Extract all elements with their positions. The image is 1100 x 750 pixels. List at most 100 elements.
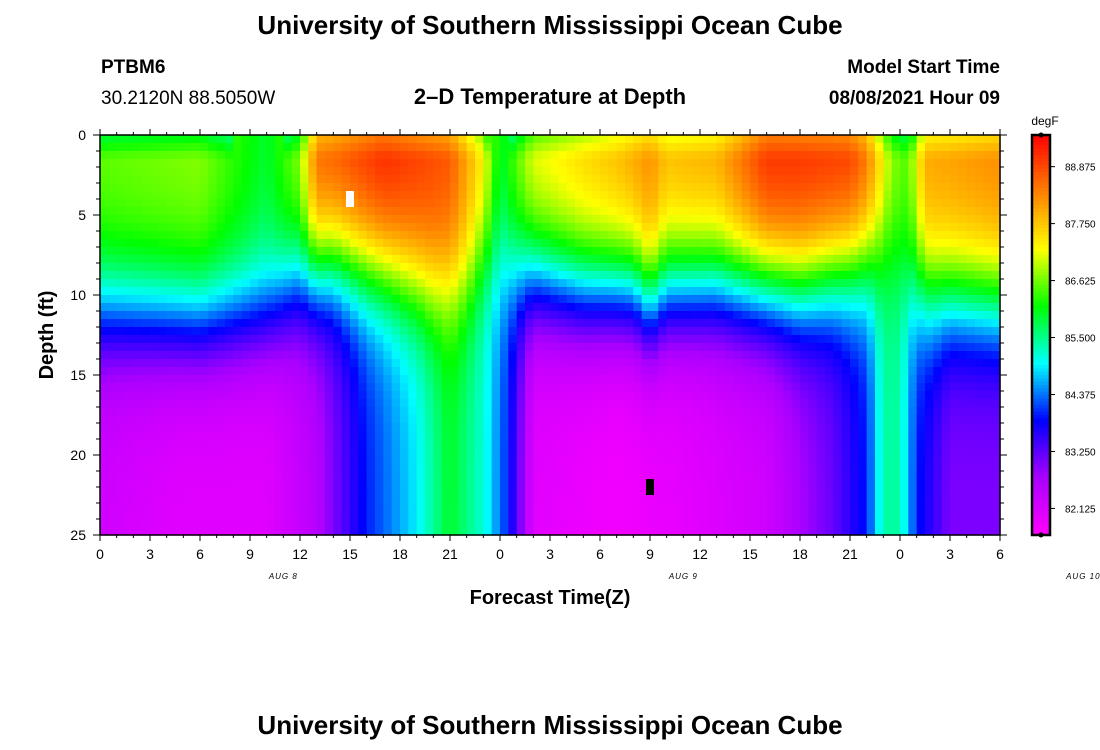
heatmap-cell	[900, 479, 909, 488]
heatmap-cell	[883, 375, 893, 384]
heatmap-cell	[783, 223, 793, 232]
heatmap-cell	[408, 471, 418, 480]
heatmap-cell	[825, 415, 834, 424]
heatmap-cell	[550, 143, 559, 152]
heatmap-cell	[183, 239, 193, 248]
heatmap-cell	[700, 231, 709, 240]
heatmap-cell	[750, 215, 759, 224]
heatmap-cell	[441, 439, 451, 448]
heatmap-cell	[816, 463, 826, 472]
heatmap-cell	[158, 527, 168, 536]
heatmap-cell	[808, 359, 818, 368]
heatmap-cell	[566, 527, 576, 536]
heatmap-cell	[466, 295, 476, 304]
heatmap-cell	[633, 431, 643, 440]
heatmap-cell	[208, 335, 218, 344]
heatmap-cell	[916, 303, 926, 312]
heatmap-cell	[558, 199, 568, 208]
heatmap-cell	[308, 247, 318, 256]
heatmap-cell	[733, 447, 743, 456]
heatmap-cell	[775, 199, 784, 208]
heatmap-cell	[283, 367, 293, 376]
heatmap-cell	[275, 223, 284, 232]
heatmap-cell	[641, 279, 651, 288]
heatmap-cell	[241, 295, 251, 304]
heatmap-cell	[741, 311, 751, 320]
heatmap-cell	[766, 287, 776, 296]
heatmap-cell	[233, 255, 243, 264]
heatmap-cell	[250, 367, 259, 376]
heatmap-cell	[633, 279, 643, 288]
heatmap-cell	[125, 487, 134, 496]
heatmap-cell	[775, 511, 784, 520]
heatmap-cell	[141, 399, 151, 408]
heatmap-cell	[333, 327, 343, 336]
heatmap-cell	[133, 495, 143, 504]
heatmap-cell	[333, 415, 343, 424]
heatmap-cell	[150, 471, 159, 480]
heatmap-cell	[416, 391, 426, 400]
heatmap-cell	[200, 399, 209, 408]
heatmap-cell	[691, 503, 701, 512]
heatmap-cell	[525, 263, 534, 272]
heatmap-cell	[491, 175, 501, 184]
heatmap-cell	[433, 311, 443, 320]
heatmap-cell	[316, 247, 326, 256]
heatmap-cell	[750, 231, 759, 240]
heatmap-cell	[341, 415, 351, 424]
heatmap-cell	[525, 215, 534, 224]
heatmap-cell	[275, 487, 284, 496]
heatmap-cell	[716, 143, 726, 152]
heatmap-cell	[891, 399, 901, 408]
heatmap-cell	[325, 359, 334, 368]
heatmap-cell	[100, 375, 109, 384]
heatmap-cell	[791, 239, 801, 248]
heatmap-cell	[908, 175, 918, 184]
heatmap-cell	[116, 207, 126, 216]
heatmap-cell	[833, 487, 843, 496]
heatmap-cell	[791, 383, 801, 392]
heatmap-cell	[250, 335, 259, 344]
heatmap-cell	[591, 279, 601, 288]
heatmap-cell	[558, 191, 568, 200]
heatmap-cell	[366, 215, 376, 224]
heatmap-cell	[416, 439, 426, 448]
heatmap-cell	[333, 447, 343, 456]
heatmap-cell	[791, 271, 801, 280]
heatmap-cell	[691, 431, 701, 440]
heatmap-cell	[608, 167, 618, 176]
heatmap-cell	[150, 231, 159, 240]
heatmap-cell	[650, 183, 659, 192]
heatmap-cell	[158, 159, 168, 168]
heatmap-cell	[391, 391, 401, 400]
heatmap-cell	[675, 399, 684, 408]
heatmap-cell	[858, 423, 868, 432]
heatmap-cell	[108, 383, 118, 392]
heatmap-cell	[741, 247, 751, 256]
heatmap-cell	[891, 311, 901, 320]
heatmap-cell	[191, 391, 201, 400]
heatmap-cell	[575, 263, 584, 272]
heatmap-cell	[250, 319, 259, 328]
heatmap-cell	[125, 359, 134, 368]
heatmap-cell	[608, 503, 618, 512]
heatmap-cell	[691, 351, 701, 360]
heatmap-cell	[783, 487, 793, 496]
heatmap-cell	[483, 215, 493, 224]
heatmap-cell	[616, 375, 626, 384]
heatmap-cell	[433, 343, 443, 352]
heatmap-cell	[108, 495, 118, 504]
heatmap-cell	[883, 527, 893, 536]
heatmap-cell	[383, 295, 393, 304]
heatmap-cell	[541, 375, 551, 384]
heatmap-cell	[800, 255, 809, 264]
heatmap-cell	[716, 351, 726, 360]
heatmap-cell	[425, 167, 434, 176]
heatmap-cell	[858, 183, 868, 192]
heatmap-cell	[225, 279, 234, 288]
heatmap-cell	[150, 359, 159, 368]
heatmap-cell	[200, 223, 209, 232]
heatmap-cell	[391, 439, 401, 448]
heatmap-cell	[308, 175, 318, 184]
heatmap-cell	[500, 399, 509, 408]
